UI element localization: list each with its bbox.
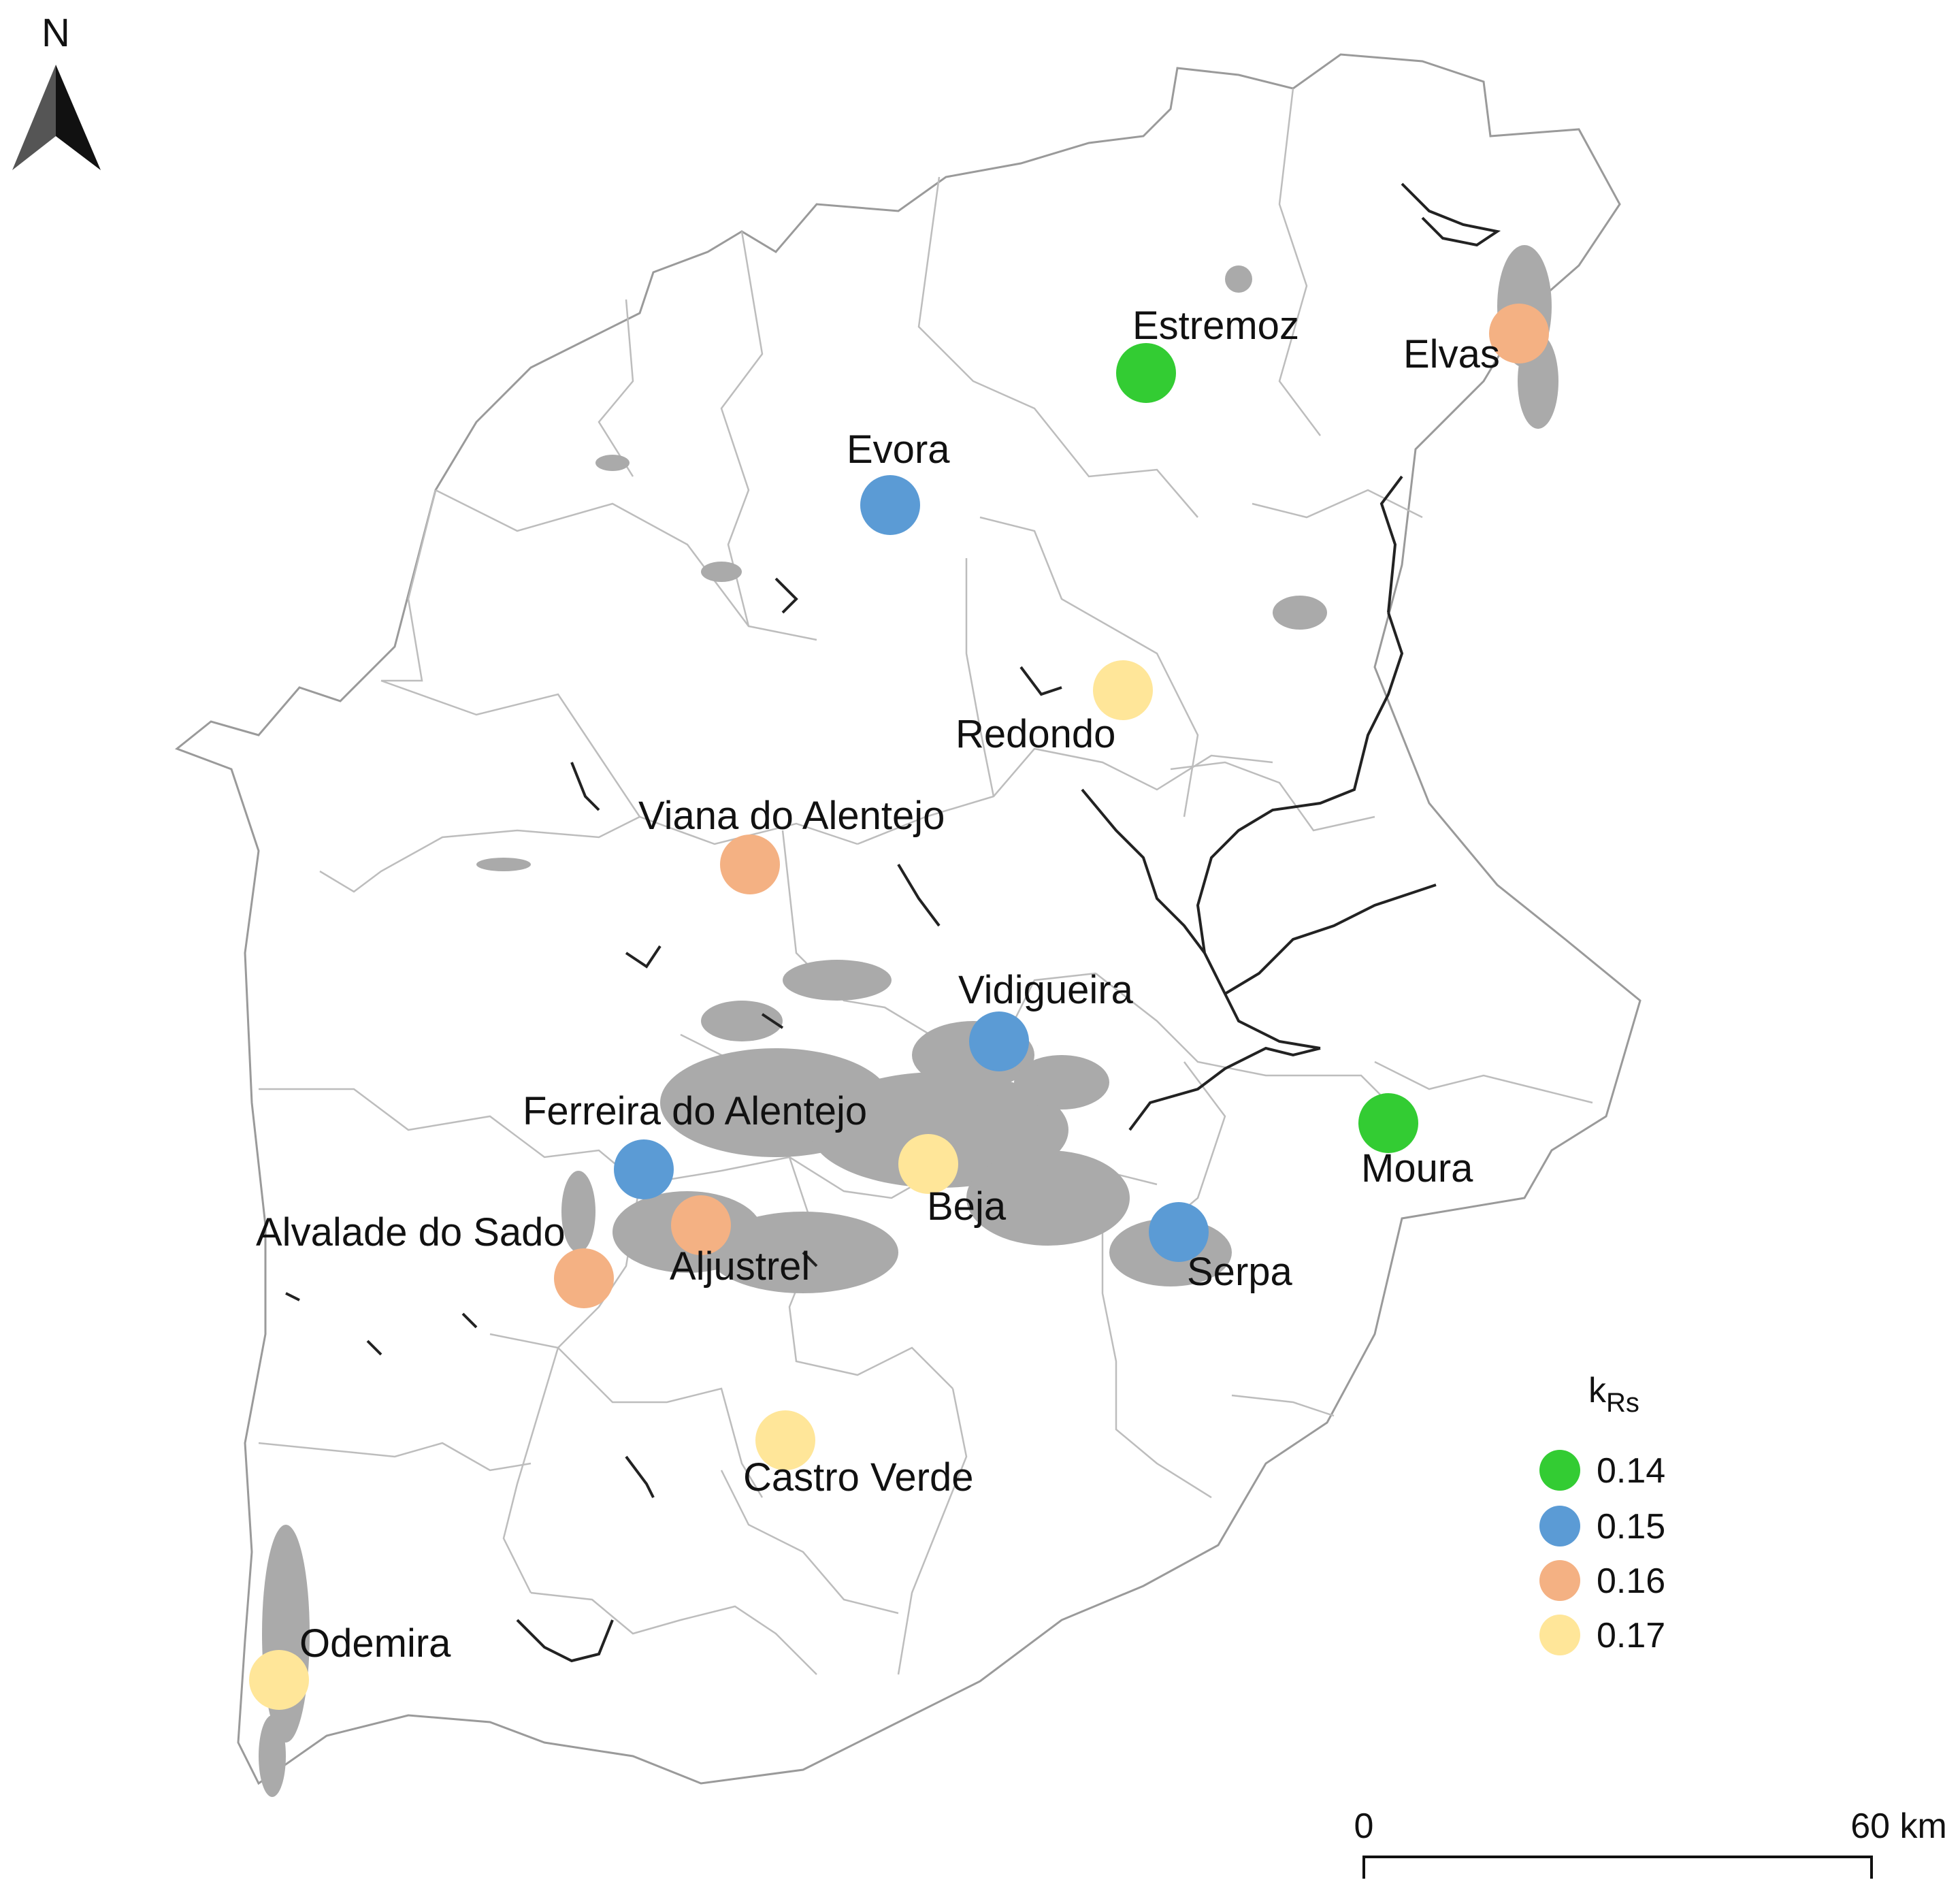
station-viana-do-alentejo[interactable]: Viana do Alentejo	[638, 794, 945, 894]
station-marker[interactable]	[755, 1410, 815, 1470]
station-label: Odemira	[299, 1621, 451, 1666]
north-arrow: N	[12, 11, 101, 170]
legend-item: 0.17	[1539, 1615, 1665, 1655]
station-evora[interactable]: Evora	[847, 427, 950, 535]
legend-swatch	[1539, 1615, 1580, 1655]
station-label: Alvalade do Sado	[256, 1210, 566, 1254]
station-label: Vidigueira	[958, 968, 1134, 1012]
station-marker[interactable]	[1093, 660, 1153, 720]
station-estremoz[interactable]: Estremoz	[1116, 304, 1299, 403]
station-label: Evora	[847, 427, 950, 472]
station-marker[interactable]	[1358, 1093, 1418, 1153]
legend-label: 0.14	[1597, 1451, 1665, 1491]
legend-title-sub: Rs	[1606, 1388, 1639, 1418]
station-label: Elvas	[1403, 332, 1500, 376]
station-label: Ferreira do Alentejo	[523, 1089, 867, 1133]
legend-label: 0.16	[1597, 1561, 1665, 1601]
station-label: Viana do Alentejo	[638, 794, 945, 838]
station-label: Beja	[927, 1184, 1007, 1229]
scale-bar-line	[1362, 1856, 1873, 1879]
legend-swatch	[1539, 1560, 1580, 1601]
station-label: Aljustrel	[670, 1244, 810, 1289]
station-marker[interactable]	[969, 1011, 1029, 1071]
station-marker[interactable]	[614, 1139, 674, 1199]
station-marker[interactable]	[671, 1195, 731, 1255]
legend-label: 0.17	[1597, 1616, 1665, 1655]
station-vidigueira[interactable]: Vidigueira	[958, 968, 1134, 1071]
station-ferreira-do-alentejo[interactable]: Ferreira do Alentejo	[523, 1089, 867, 1199]
station-alvalade-do-sado[interactable]: Alvalade do Sado	[256, 1210, 614, 1308]
station-elvas[interactable]: Elvas	[1403, 304, 1549, 376]
station-label: Castro Verde	[743, 1455, 974, 1500]
station-marker[interactable]	[720, 835, 780, 894]
scale-bar-end: 60 km	[1850, 1807, 1947, 1846]
station-serpa[interactable]: Serpa	[1149, 1202, 1293, 1294]
scale-bar: 0 60 km	[1354, 1807, 1947, 1879]
station-label: Redondo	[956, 712, 1115, 756]
station-moura[interactable]: Moura	[1358, 1093, 1473, 1191]
legend-item: 0.15	[1539, 1506, 1665, 1546]
station-odemira[interactable]: Odemira	[249, 1621, 451, 1710]
legend-item: 0.16	[1539, 1560, 1665, 1601]
station-redondo[interactable]: Redondo	[956, 660, 1153, 756]
station-label: Estremoz	[1132, 304, 1299, 348]
north-label: N	[42, 11, 70, 55]
legend-title: kRs	[1588, 1371, 1639, 1418]
station-label: Moura	[1361, 1146, 1473, 1191]
reservoirs	[285, 182, 1501, 1663]
station-marker[interactable]	[1489, 304, 1549, 363]
station-aljustrel[interactable]: Aljustrel	[670, 1195, 810, 1289]
station-marker[interactable]	[554, 1248, 614, 1308]
station-marker[interactable]	[1116, 343, 1176, 403]
legend-item: 0.14	[1539, 1450, 1665, 1491]
station-label: Serpa	[1187, 1250, 1293, 1294]
station-beja[interactable]: Beja	[898, 1134, 1007, 1229]
station-marker[interactable]	[860, 475, 920, 535]
north-arrow-icon	[12, 65, 56, 170]
station-marker[interactable]	[1149, 1202, 1209, 1262]
legend-swatch	[1539, 1506, 1580, 1546]
station-marker[interactable]	[898, 1134, 958, 1194]
stations-layer: Estremoz Elvas Evora Redondo Viana do Al…	[249, 304, 1549, 1710]
region-outline	[175, 53, 1642, 1785]
legend-title-main: k	[1588, 1371, 1607, 1410]
station-castro-verde[interactable]: Castro Verde	[743, 1410, 974, 1500]
scale-bar-start: 0	[1354, 1807, 1374, 1846]
station-marker[interactable]	[249, 1650, 309, 1710]
legend-swatch	[1539, 1450, 1580, 1491]
legend: kRs 0.14 0.15 0.16 0.17	[1539, 1371, 1665, 1655]
legend-label: 0.15	[1597, 1507, 1665, 1546]
